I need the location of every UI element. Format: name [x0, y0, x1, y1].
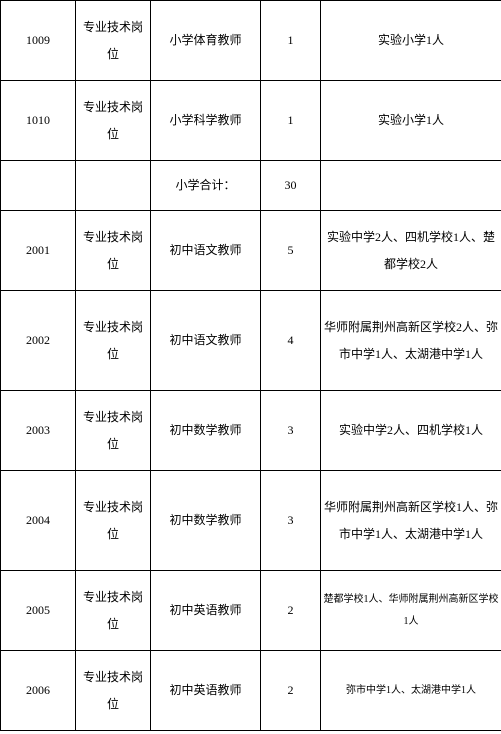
- table-cell: 30: [261, 161, 321, 211]
- table-cell: 专业技术岗位: [76, 571, 151, 651]
- table-cell: 5: [261, 211, 321, 291]
- table-row: 2005专业技术岗位初中英语教师2楚都学校1人、华师附属荆州高新区学校1人: [1, 571, 501, 651]
- recruitment-table: 1009专业技术岗位小学体育教师1实验小学1人1010专业技术岗位小学科学教师1…: [0, 0, 501, 731]
- table-row: 2004专业技术岗位初中数学教师3华师附属荆州高新区学校1人、弥市中学1人、太湖…: [1, 471, 501, 571]
- table-cell: 1009: [1, 1, 76, 81]
- table-cell: 华师附属荆州高新区学校1人、弥市中学1人、太湖港中学1人: [321, 471, 501, 571]
- table-row: 1010专业技术岗位小学科学教师1实验小学1人: [1, 81, 501, 161]
- table-cell: 2001: [1, 211, 76, 291]
- table-row: 2001专业技术岗位初中语文教师5实验中学2人、四机学校1人、楚都学校2人: [1, 211, 501, 291]
- table-cell: 4: [261, 291, 321, 391]
- table-cell: [76, 161, 151, 211]
- table-cell: 初中英语教师: [151, 571, 261, 651]
- table-cell: 专业技术岗位: [76, 471, 151, 571]
- table-row: 小学合计：30: [1, 161, 501, 211]
- table-cell: 2: [261, 571, 321, 651]
- table-cell: 专业技术岗位: [76, 1, 151, 81]
- table-cell: 2002: [1, 291, 76, 391]
- table-cell: 弥市中学1人、太湖港中学1人: [321, 651, 501, 731]
- table-cell: 初中数学教师: [151, 391, 261, 471]
- table-row: 2006专业技术岗位初中英语教师2弥市中学1人、太湖港中学1人: [1, 651, 501, 731]
- table-cell: 初中语文教师: [151, 211, 261, 291]
- table-cell: 小学科学教师: [151, 81, 261, 161]
- table-cell: 2003: [1, 391, 76, 471]
- table-cell: 2005: [1, 571, 76, 651]
- table-cell: 专业技术岗位: [76, 291, 151, 391]
- table-cell: 实验中学2人、四机学校1人: [321, 391, 501, 471]
- table-cell: 华师附属荆州高新区学校2人、弥市中学1人、太湖港中学1人: [321, 291, 501, 391]
- table-cell: 楚都学校1人、华师附属荆州高新区学校1人: [321, 571, 501, 651]
- table-cell: 初中语文教师: [151, 291, 261, 391]
- table-cell: 专业技术岗位: [76, 651, 151, 731]
- table-cell: 3: [261, 471, 321, 571]
- table-cell: 初中数学教师: [151, 471, 261, 571]
- table-cell: 3: [261, 391, 321, 471]
- table-cell: 实验小学1人: [321, 1, 501, 81]
- table-cell: 1: [261, 1, 321, 81]
- table-body: 1009专业技术岗位小学体育教师1实验小学1人1010专业技术岗位小学科学教师1…: [1, 1, 501, 731]
- table-cell: 初中英语教师: [151, 651, 261, 731]
- table-cell: 专业技术岗位: [76, 391, 151, 471]
- table-cell: 专业技术岗位: [76, 81, 151, 161]
- table-cell: [321, 161, 501, 211]
- table-cell: 小学体育教师: [151, 1, 261, 81]
- table-cell: 小学合计：: [151, 161, 261, 211]
- table-row: 1009专业技术岗位小学体育教师1实验小学1人: [1, 1, 501, 81]
- table-cell: [1, 161, 76, 211]
- table-row: 2003专业技术岗位初中数学教师3实验中学2人、四机学校1人: [1, 391, 501, 471]
- table-cell: 2006: [1, 651, 76, 731]
- table-cell: 实验小学1人: [321, 81, 501, 161]
- table-cell: 专业技术岗位: [76, 211, 151, 291]
- table-row: 2002专业技术岗位初中语文教师4华师附属荆州高新区学校2人、弥市中学1人、太湖…: [1, 291, 501, 391]
- table-cell: 2004: [1, 471, 76, 571]
- table-cell: 实验中学2人、四机学校1人、楚都学校2人: [321, 211, 501, 291]
- table-cell: 2: [261, 651, 321, 731]
- table-cell: 1010: [1, 81, 76, 161]
- table-cell: 1: [261, 81, 321, 161]
